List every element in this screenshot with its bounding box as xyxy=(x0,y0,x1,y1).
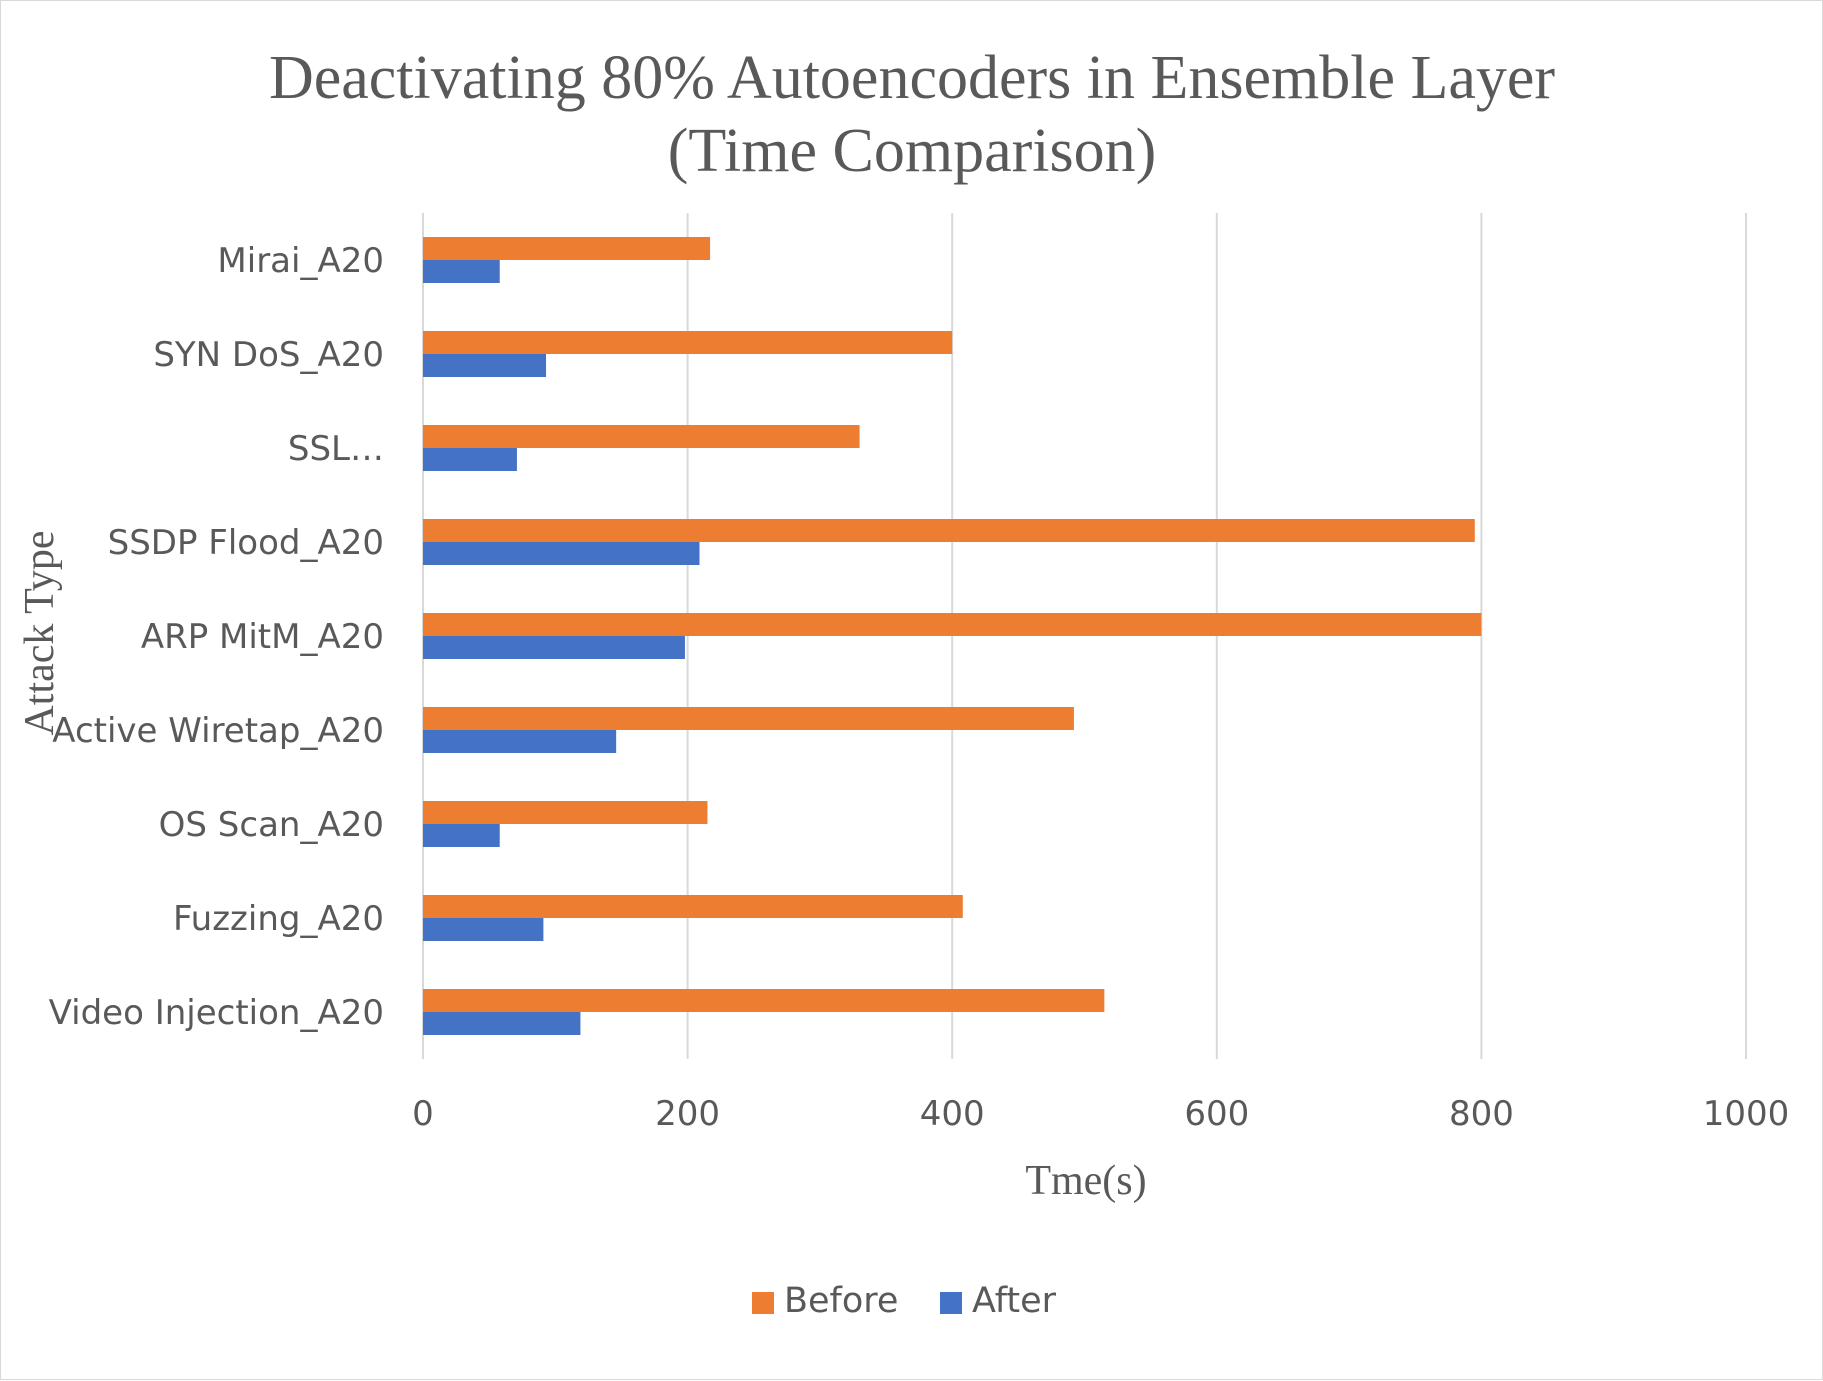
chart-title-line-2: (Time Comparison) xyxy=(668,117,1157,185)
chart-title-line-1: Deactivating 80% Autoencoders in Ensembl… xyxy=(269,44,1555,112)
category-label: SYN DoS_A20 xyxy=(153,335,384,375)
bar-after xyxy=(423,354,547,377)
x-tick-label: 200 xyxy=(655,1094,720,1134)
legend-label-after: After xyxy=(972,1281,1057,1321)
x-tick-labels: 0 200 400 600 800 1000 xyxy=(412,1094,1789,1134)
bar-before xyxy=(423,895,963,918)
bar-before xyxy=(423,519,1475,542)
bar-before xyxy=(423,237,711,260)
x-tick-label: 400 xyxy=(920,1094,985,1134)
category-label: ARP MitM_A20 xyxy=(141,617,384,657)
x-axis-title: Tme(s) xyxy=(1025,1158,1146,1204)
bar-before xyxy=(423,707,1074,730)
legend-label-before: Before xyxy=(784,1281,898,1321)
bars xyxy=(423,237,1482,1035)
x-tick-label: 800 xyxy=(1449,1094,1514,1134)
bar-after xyxy=(423,260,500,283)
bar-before xyxy=(423,331,953,354)
category-label: OS Scan_A20 xyxy=(159,805,384,845)
bar-before xyxy=(423,801,708,824)
bar-after xyxy=(423,1012,581,1035)
bar-after xyxy=(423,542,700,565)
category-label: Video Injection_A20 xyxy=(49,993,384,1033)
bar-before xyxy=(423,989,1105,1012)
category-label: Mirai_A20 xyxy=(217,241,384,281)
y-tick-labels: Mirai_A20 SYN DoS_A20 SSL… SSDP Flood_A20 AR… xyxy=(49,241,384,1033)
x-tick-label: 600 xyxy=(1184,1094,1249,1134)
bar-after xyxy=(423,918,544,941)
category-label: SSDP Flood_A20 xyxy=(108,523,384,563)
x-tick-label: 1000 xyxy=(1703,1094,1790,1134)
bar-before xyxy=(423,613,1482,636)
category-label: Active Wiretap_A20 xyxy=(52,711,384,751)
bar-after xyxy=(423,730,617,753)
legend: Before After xyxy=(752,1281,1057,1321)
bar-before xyxy=(423,425,860,448)
category-label: SSL… xyxy=(288,429,384,469)
bar-after xyxy=(423,824,500,847)
bar-after xyxy=(423,636,685,659)
category-label: Fuzzing_A20 xyxy=(173,899,384,939)
legend-swatch-after xyxy=(940,1292,962,1314)
legend-swatch-before xyxy=(752,1292,774,1314)
bar-after xyxy=(423,448,517,471)
y-axis-title: Attack Type xyxy=(17,530,63,735)
x-tick-label: 0 xyxy=(412,1094,434,1134)
